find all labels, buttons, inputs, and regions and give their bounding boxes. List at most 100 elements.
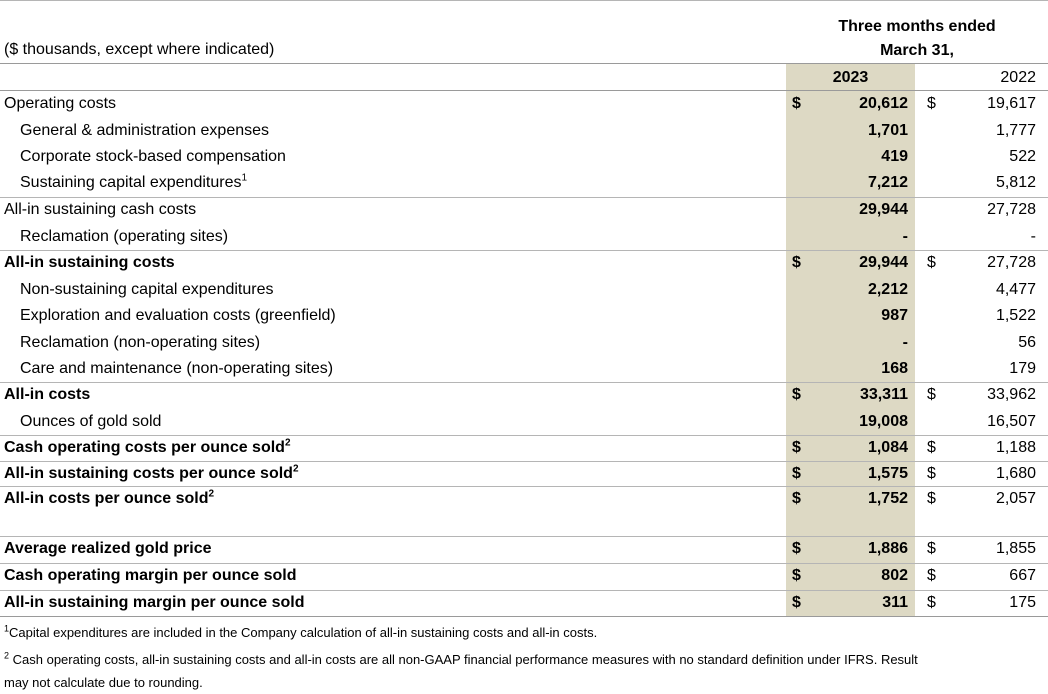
currency-2023: $ [792,567,801,584]
table-row: Reclamation (operating sites) - - [0,224,1048,250]
value-2022: 4,477 [995,281,1036,298]
period-header-line1: Three months ended [838,18,996,35]
table-row: Ounces of gold sold 19,008 16,507 [0,409,1048,435]
value-2023: 1,886 [867,540,908,557]
table-row: Exploration and evaluation costs (greenf… [0,303,1048,329]
currency-2023: $ [792,95,801,112]
table-top-border [0,0,1048,1]
value-2022: 27,728 [987,254,1036,271]
value-2023: 20,612 [859,95,908,112]
row-label: All-in costs per ounce sold2 [4,488,215,507]
value-2023: 1,575 [867,465,908,482]
row-divider [0,382,1048,383]
value-2022: 179 [1009,360,1036,377]
column-header-2023: 2023 [832,69,869,86]
row-label: All-in sustaining cash costs [4,201,197,218]
units-label: ($ thousands, except where indicated) [4,41,275,58]
currency-2022: $ [927,465,936,482]
currency-2022: $ [927,540,936,557]
table-row: Cash operating margin per ounce sold $802… [0,563,1048,589]
currency-2023: $ [792,540,801,557]
currency-2022: $ [927,386,936,403]
row-label: All-in sustaining costs per ounce sold2 [4,463,299,482]
value-2023: 1,752 [867,490,908,507]
row-divider [0,197,1048,198]
footnote-marker: 2 [284,437,291,449]
value-2023: 802 [881,567,908,584]
footnote-marker: 2 [292,463,299,475]
value-2022: 5,812 [995,174,1036,191]
value-2022: 27,728 [987,201,1036,218]
row-label: Reclamation (non-operating sites) [20,334,261,351]
row-label: Reclamation (operating sites) [20,228,229,245]
value-2023: 7,212 [867,174,908,191]
row-label: Cash operating margin per ounce sold [4,567,297,584]
period-header-line2: March 31, [880,42,954,59]
table-row: General & administration expenses 1,701 1,… [0,118,1048,144]
table-row: Reclamation (non-operating sites) - 56 [0,330,1048,356]
value-2023: 19,008 [859,413,908,430]
table-row: Operating costs $20,612 $19,617 [0,91,1048,117]
value-2023: 1,701 [867,122,908,139]
value-2023: 1,084 [867,439,908,456]
row-label: Sustaining capital expenditures1 [20,172,248,191]
table-row: All-in sustaining costs per ounce sold2 $… [0,461,1048,487]
value-2022: 175 [1009,594,1036,611]
currency-2023: $ [792,386,801,403]
value-2023: 29,944 [859,254,908,271]
currency-2023: $ [792,254,801,271]
footnote-marker: 2 [208,488,215,500]
value-2022: 1,522 [995,307,1036,324]
currency-2023: $ [792,594,801,611]
currency-2022: $ [927,439,936,456]
value-2023: 987 [881,307,908,324]
header-divider [0,63,1048,64]
row-label: Care and maintenance (non-operating site… [20,360,334,377]
table-bottom-border [0,616,1048,617]
footnote-2-continued: may not calculate due to rounding. [4,675,203,690]
row-label: Average realized gold price [4,540,212,557]
value-2023: 2,212 [867,281,908,298]
value-2022: 56 [1018,334,1036,351]
row-label: General & administration expenses [20,122,270,139]
table-row: Average realized gold price $1,886 $1,855 [0,536,1048,562]
value-2022: 1,855 [995,540,1036,557]
value-2023: 419 [881,148,908,165]
row-label: Corporate stock-based compensation [20,148,286,165]
row-divider [0,461,1048,462]
value-2022: 2,057 [995,490,1036,507]
currency-2022: $ [927,490,936,507]
table-row: All-in sustaining margin per ounce sold $… [0,590,1048,616]
value-2023: 29,944 [859,201,908,218]
row-label: All-in costs [4,386,91,403]
value-2023: 168 [881,360,908,377]
value-2022: - [1030,228,1036,245]
row-divider [0,435,1048,436]
value-2023: 311 [882,594,908,611]
currency-2023: $ [792,439,801,456]
table-row: Corporate stock-based compensation 419 522 [0,144,1048,170]
value-2022: 1,777 [995,122,1036,139]
value-2022: 667 [1009,567,1036,584]
currency-2023: $ [792,465,801,482]
table-row: All-in costs $33,311 $33,962 [0,382,1048,408]
value-2022: 19,617 [987,95,1036,112]
row-divider [0,590,1048,591]
row-label: All-in sustaining margin per ounce sold [4,594,305,611]
value-2023: 33,311 [859,386,908,403]
row-divider [0,536,1048,537]
table-row: Care and maintenance (non-operating site… [0,356,1048,382]
table-row: All-in sustaining costs $29,944 $27,728 [0,250,1048,276]
value-2022: 33,962 [987,386,1036,403]
value-2022: 16,507 [987,413,1036,430]
currency-2022: $ [927,594,936,611]
footnote-2: 2 Cash operating costs, all-in sustainin… [4,650,918,667]
column-header-2022: 2022 [1000,69,1036,86]
table-row: All-in costs per ounce sold2 $1,752 $2,057 [0,486,1048,512]
row-divider [0,250,1048,251]
currency-2023: $ [792,490,801,507]
row-label: Cash operating costs per ounce sold2 [4,437,291,456]
table-row: Non-sustaining capital expenditures 2,212… [0,277,1048,303]
value-2022: 1,680 [995,465,1036,482]
column-header-divider [0,90,1048,91]
